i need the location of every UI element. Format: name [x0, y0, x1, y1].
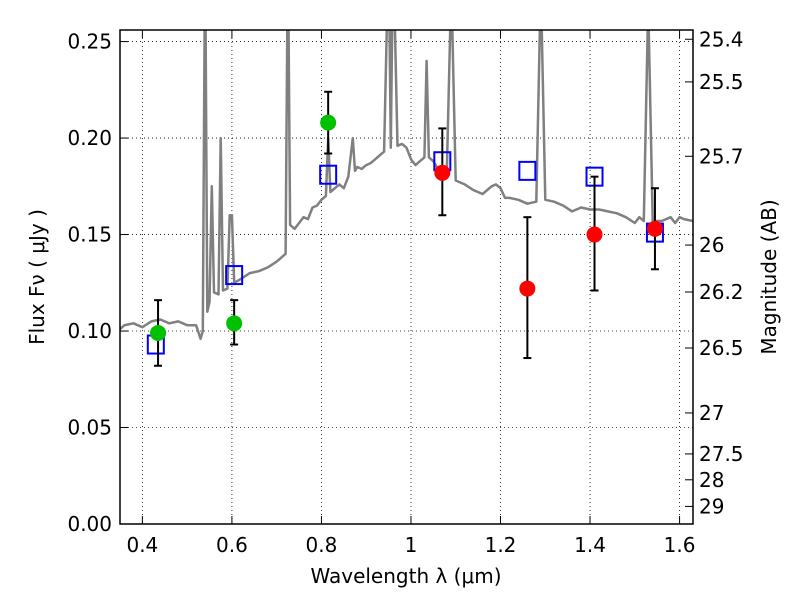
sed-line: [120, 30, 693, 341]
model-photometry-square: [319, 164, 338, 185]
y2-tick-label: 25.5: [699, 70, 744, 94]
detection-point: [646, 220, 663, 237]
detection-point: [226, 315, 243, 332]
plot-frame: [119, 29, 694, 525]
detection-point: [434, 164, 451, 181]
y-tick-label: 0.15: [67, 223, 112, 247]
y2-tick-label: 29: [699, 494, 724, 518]
axis-tick-labels: 0.4 0.6 0.8 1 1.2 1.4 1.6 0.00 0.05 0.10 0.15 0.20 0…: [67, 27, 743, 557]
y2-axis-label: Magnitude (AB): [757, 199, 781, 354]
model-photometry-square: [225, 265, 244, 286]
y-tick-label: 0.00: [67, 512, 112, 536]
x-tick-label: 1.4: [574, 533, 606, 557]
y2-tick-label: 26: [699, 233, 724, 257]
x-tick-label: 1.6: [664, 533, 696, 557]
x-tick-label: 0.4: [126, 533, 158, 557]
x-tick-label: 0.8: [306, 533, 338, 557]
x-tick-label: 1: [405, 533, 418, 557]
y2-tick-label: 27: [699, 401, 724, 425]
detection-point: [519, 280, 536, 297]
y-tick-label: 0.25: [67, 30, 112, 54]
y2-tick-label: 25.7: [699, 144, 744, 168]
y-tick-label: 0.20: [67, 126, 112, 150]
detection-point: [586, 226, 603, 243]
detection-series: [150, 114, 663, 341]
detection-point: [320, 114, 337, 131]
y2-tick-label: 27.5: [699, 442, 744, 466]
y2-tick-label: 26.2: [699, 280, 744, 304]
x-tick-label: 1.2: [485, 533, 517, 557]
y2-tick-label: 26.5: [699, 336, 744, 360]
x-axis-label: Wavelength λ (μm): [310, 564, 501, 588]
y-tick-label: 0.05: [67, 416, 112, 440]
model-photometry-series: [146, 151, 664, 355]
y-axis-label: Flux Fν ( μJy ): [25, 209, 49, 345]
y-tick-label: 0.10: [67, 319, 112, 343]
y2-tick-label: 25.4: [699, 27, 744, 51]
x-tick-label: 0.6: [216, 533, 248, 557]
y2-tick-label: 28: [699, 468, 724, 492]
axis-ticks: [120, 30, 693, 525]
model-photometry-square: [518, 160, 537, 181]
detection-point: [150, 324, 167, 341]
model-sed-series: [120, 30, 693, 341]
